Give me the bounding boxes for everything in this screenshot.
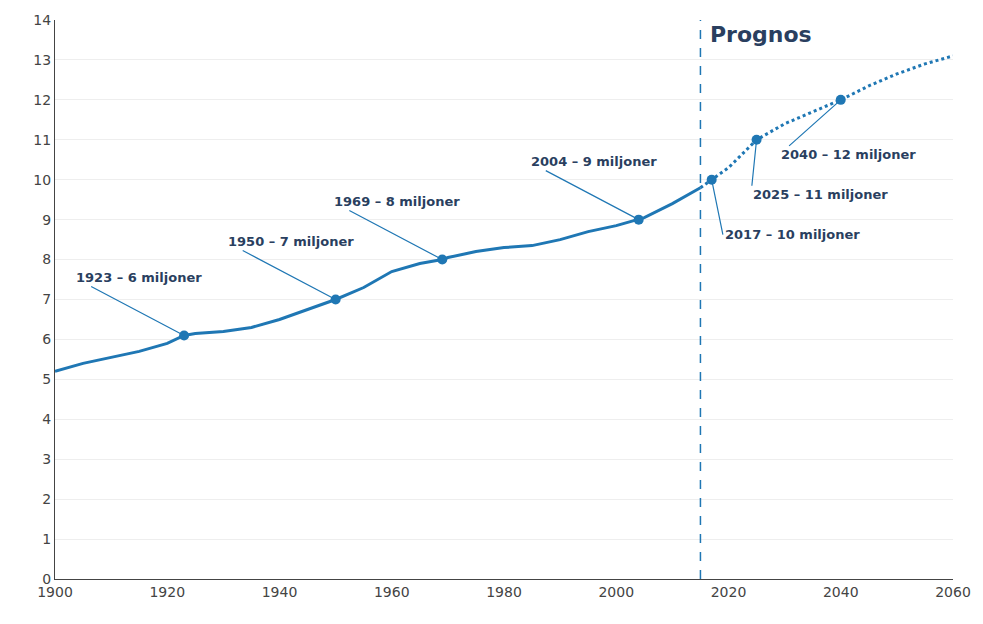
svg-text:14: 14 — [33, 12, 51, 28]
svg-text:1900: 1900 — [37, 584, 73, 600]
svg-text:10: 10 — [33, 172, 51, 188]
svg-text:5: 5 — [42, 371, 51, 387]
svg-text:0: 0 — [42, 571, 51, 587]
svg-text:1: 1 — [42, 531, 51, 547]
svg-text:7: 7 — [42, 291, 51, 307]
svg-text:12: 12 — [33, 92, 51, 108]
svg-text:2: 2 — [42, 491, 51, 507]
svg-text:13: 13 — [33, 52, 51, 68]
svg-text:2025 – 11 miljoner: 2025 – 11 miljoner — [753, 187, 888, 202]
svg-text:2040 – 12 miljoner: 2040 – 12 miljoner — [781, 147, 916, 162]
svg-text:3: 3 — [42, 451, 51, 467]
svg-text:1940: 1940 — [262, 584, 298, 600]
svg-text:Prognos: Prognos — [710, 22, 812, 47]
svg-text:1950 – 7 miljoner: 1950 – 7 miljoner — [228, 234, 354, 249]
svg-text:1980: 1980 — [486, 584, 522, 600]
svg-text:2020: 2020 — [711, 584, 747, 600]
svg-text:4: 4 — [42, 411, 51, 427]
svg-text:1969 – 8 miljoner: 1969 – 8 miljoner — [334, 194, 460, 209]
svg-text:1920: 1920 — [149, 584, 185, 600]
svg-text:9: 9 — [42, 212, 51, 228]
svg-text:8: 8 — [42, 251, 51, 267]
svg-text:2040: 2040 — [823, 584, 859, 600]
svg-text:1923 – 6 miljoner: 1923 – 6 miljoner — [76, 270, 202, 285]
svg-text:6: 6 — [42, 331, 51, 347]
svg-text:2000: 2000 — [598, 584, 634, 600]
svg-text:2017 – 10 miljoner: 2017 – 10 miljoner — [725, 227, 860, 242]
svg-text:2004 – 9 miljoner: 2004 – 9 miljoner — [531, 154, 657, 169]
svg-text:2060: 2060 — [935, 584, 971, 600]
svg-text:1960: 1960 — [374, 584, 410, 600]
svg-text:11: 11 — [33, 132, 51, 148]
